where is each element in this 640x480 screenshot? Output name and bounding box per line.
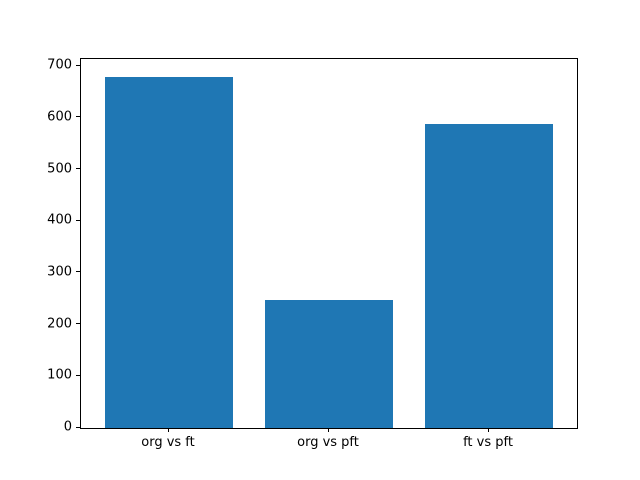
x-tick-label: org vs ft [141,435,195,450]
y-tick-label: 600 [47,109,72,125]
y-tick-mark [76,271,80,273]
bar-org-vs-ft [105,76,233,428]
y-tick-mark [76,168,80,170]
y-tick-mark [76,374,80,376]
bar-org-vs-pft [265,299,393,428]
plot-area [80,58,578,429]
x-tick-label: ft vs pft [463,435,513,450]
y-tick-label: 700 [47,57,72,73]
y-tick-label: 0 [63,419,72,435]
y-tick-mark [76,219,80,221]
y-tick-label: 200 [47,316,72,332]
y-tick-label: 300 [47,264,72,280]
y-tick-label: 500 [47,161,72,177]
x-tick-label: org vs pft [297,435,359,450]
x-tick-mark [487,428,489,432]
y-tick-mark [76,64,80,66]
y-tick-mark [76,323,80,325]
x-tick-mark [167,428,169,432]
y-tick-mark [76,116,80,118]
y-tick-mark [76,426,80,428]
y-tick-label: 100 [47,367,72,383]
bar-ft-vs-pft [425,124,553,428]
y-tick-label: 400 [47,212,72,228]
x-tick-mark [327,428,329,432]
